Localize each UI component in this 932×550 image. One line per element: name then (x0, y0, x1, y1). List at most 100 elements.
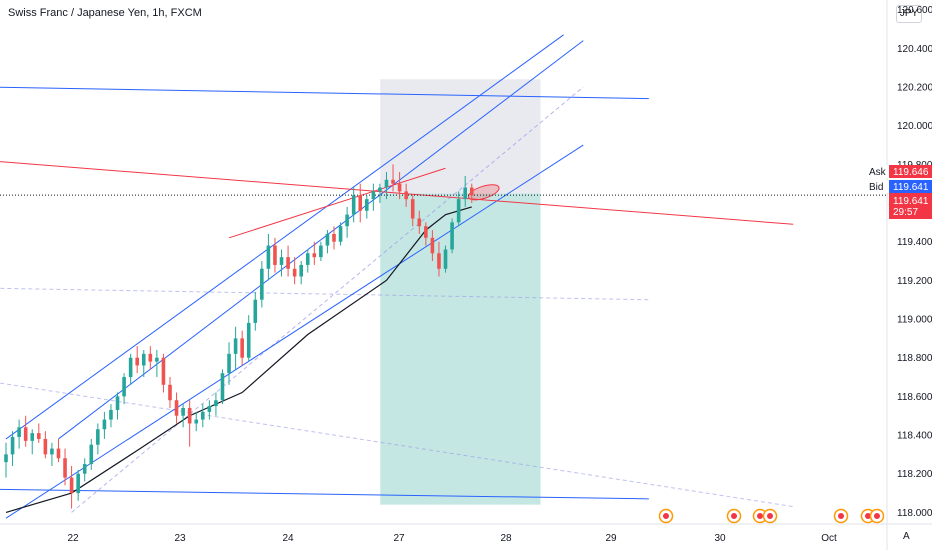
candle (378, 183, 382, 204)
candle-body (128, 357, 133, 378)
auto-scale-button[interactable]: A (903, 531, 910, 542)
position-zones (380, 79, 541, 505)
candle-body (378, 187, 382, 192)
tag-label-bg (864, 180, 888, 193)
x-tick-label: 27 (393, 533, 405, 544)
event-marker (762, 508, 778, 524)
x-tick-label: 22 (67, 533, 79, 544)
x-tick-label: 23 (174, 533, 186, 544)
candle (299, 261, 303, 285)
candle (220, 369, 225, 405)
candle-body (417, 218, 422, 227)
candle-body (312, 253, 317, 258)
event-marker (658, 508, 674, 524)
event-marker (833, 508, 849, 524)
candle-body (220, 373, 225, 401)
candle (56, 438, 61, 463)
candle-body (404, 191, 408, 200)
candle-body (430, 237, 435, 254)
event-marker-dot (731, 513, 737, 519)
candle-body (63, 458, 67, 478)
ask-price-tag: Ask 119.646 (864, 165, 932, 178)
event-marker-dot (838, 513, 844, 519)
candle (417, 210, 422, 234)
y-tick-label: 118.400 (897, 431, 932, 442)
y-tick-label: 120.200 (897, 83, 932, 94)
highlight-ellipse (467, 184, 500, 201)
tag-label-bg (864, 165, 888, 178)
chart-title: Swiss Franc / Japanese Yen, 1h, FXCM (8, 7, 202, 19)
tag-countdown: 29:57 (893, 207, 918, 218)
candle (43, 431, 48, 459)
candle-body (168, 384, 172, 401)
candle (437, 241, 441, 277)
candle-body (365, 199, 369, 211)
candle (319, 241, 323, 262)
y-tick-label: 118.000 (897, 508, 932, 519)
candle-body (437, 253, 441, 269)
candle (122, 373, 126, 405)
candle (273, 237, 277, 273)
candle-body (207, 406, 212, 412)
event-marker-dot (767, 513, 773, 519)
bid-price-tag: Bid 119.641 (864, 180, 932, 193)
candle (279, 249, 284, 277)
candle (194, 411, 199, 432)
candle-body (174, 400, 179, 416)
event-marker-dot (865, 513, 871, 519)
candle (174, 392, 179, 424)
candle (141, 349, 146, 378)
candle-body (50, 448, 54, 455)
candle (89, 438, 94, 470)
candle (214, 392, 218, 416)
candle (240, 330, 244, 366)
x-tick-label: 29 (605, 533, 617, 544)
candle-body (266, 245, 271, 269)
candle (63, 448, 67, 486)
x-tick-label: Oct (821, 533, 837, 544)
currency-button[interactable]: JPY (896, 5, 922, 23)
horizontal-line-lower (0, 488, 649, 500)
candle-body (371, 191, 376, 200)
candle (50, 442, 54, 466)
candle-body (424, 226, 428, 238)
candle-body (253, 299, 258, 323)
candle-body (155, 357, 159, 362)
candle (292, 257, 297, 285)
channel-upper-line (5, 34, 564, 440)
candle-body (450, 222, 454, 250)
tag-label: Bid (869, 182, 883, 193)
candle-body (102, 419, 107, 430)
candle-body (305, 253, 310, 265)
candle-body (161, 357, 166, 385)
candle (345, 206, 349, 238)
candle-body (37, 433, 41, 439)
candle (181, 404, 185, 428)
candle (76, 469, 80, 501)
candles (4, 164, 474, 509)
candle (82, 458, 87, 482)
candle (430, 230, 435, 262)
candle (286, 245, 290, 277)
candle (338, 222, 343, 246)
candle (365, 195, 369, 219)
candle (207, 400, 212, 420)
trend-lines (0, 34, 887, 519)
event-marker (726, 508, 742, 524)
candle (96, 423, 100, 455)
candle (253, 291, 258, 331)
candle-body (69, 477, 74, 494)
candle (201, 404, 205, 428)
y-tick-label: 120.400 (897, 44, 932, 55)
candle-body (17, 427, 21, 437)
candle (128, 353, 133, 385)
candle (109, 404, 113, 428)
candle (450, 218, 454, 254)
tag-bg (889, 193, 932, 219)
moving-average-line (5, 206, 472, 513)
candle-body (299, 264, 303, 277)
candle (463, 175, 467, 207)
candle (443, 245, 448, 273)
